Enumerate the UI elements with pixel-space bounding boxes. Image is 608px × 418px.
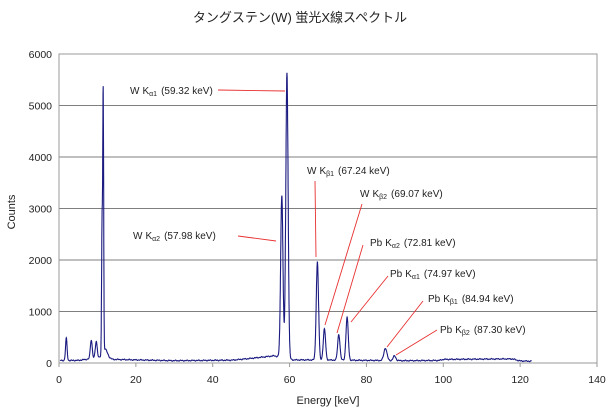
gridlines: [59, 105, 597, 312]
annotation-energy: (72.81 keV): [404, 238, 456, 249]
annotation-line: K: [145, 231, 152, 242]
y-axis-label: Counts: [6, 194, 18, 229]
annotation-sub: β2: [462, 330, 470, 337]
annotation-element: W: [307, 166, 317, 177]
peak-annotation: W Kβ2 (69.07 keV): [324, 189, 443, 326]
annotation-element: Pb: [390, 269, 403, 280]
annotations: W Kα1 (59.32 keV)W Kα2 (57.98 keV)W Kβ1 (67.24…: [130, 86, 526, 356]
annotation-energy: (84.94 keV): [462, 294, 514, 305]
x-tick-label: 0: [56, 374, 62, 386]
y-tick-label: 4000: [29, 152, 53, 164]
annotation-sub: α2: [152, 236, 160, 243]
annotation-sub: α2: [392, 243, 400, 250]
annotation-sub: α1: [412, 274, 420, 281]
annotation-label: Pb Kα1 (74.97 keV): [390, 269, 476, 281]
annotation-label: W Kα1 (59.32 keV): [130, 86, 213, 98]
x-axis-label: Energy [keV]: [297, 395, 360, 407]
x-tick-label: 60: [284, 374, 296, 386]
annotation-line: K: [319, 166, 326, 177]
annotation-energy: (59.32 keV): [161, 86, 213, 97]
annotation-label: Pb Kα2 (72.81 keV): [370, 238, 456, 250]
leader-line: [336, 244, 364, 334]
y-axis: 0 1000 2000 3000 4000 5000 6000: [29, 49, 53, 370]
annotation-element: Pb: [440, 325, 453, 336]
annotation-line: K: [455, 325, 462, 336]
annotation-sub: β1: [326, 171, 334, 178]
x-axis: 0 20 40 60 80 100 120 140: [56, 363, 606, 386]
peak-annotation: Pb Kβ1 (84.94 keV): [386, 294, 514, 348]
y-tick-label: 0: [46, 358, 52, 370]
leader-line: [324, 203, 363, 326]
peak-annotation: W Kα1 (59.32 keV): [130, 86, 286, 98]
annotation-label: Pb Kβ1 (84.94 keV): [428, 294, 514, 306]
plot-area: [58, 53, 598, 364]
annotation-element: Pb: [370, 238, 383, 249]
x-tick-label: 20: [130, 374, 142, 386]
annotation-energy: (87.30 keV): [474, 325, 526, 336]
annotation-element: W: [130, 86, 140, 97]
peak-annotation: Pb Kα2 (72.81 keV): [336, 238, 456, 334]
annotation-energy: (69.07 keV): [391, 189, 443, 200]
annotation-sub: β2: [379, 194, 387, 201]
annotation-line: K: [372, 189, 379, 200]
annotation-label: W Kβ1 (67.24 keV): [307, 166, 390, 178]
peak-annotation: Pb Kβ2 (87.30 keV): [395, 325, 526, 356]
annotation-sub: β1: [450, 299, 458, 306]
leader-line: [237, 235, 277, 242]
y-tick-label: 1000: [29, 307, 53, 319]
x-tick-label: 100: [435, 374, 453, 386]
annotation-sub: α1: [149, 91, 157, 98]
annotation-line: K: [405, 269, 412, 280]
annotation-element: W: [133, 231, 143, 242]
annotation-energy: (67.24 keV): [338, 166, 390, 177]
y-tick-label: 3000: [29, 204, 53, 216]
annotation-label: Pb Kβ2 (87.30 keV): [440, 325, 526, 337]
x-tick-label: 120: [511, 374, 529, 386]
annotation-line: K: [385, 238, 392, 249]
annotation-energy: (57.98 keV): [164, 231, 216, 242]
x-tick-label: 80: [361, 374, 373, 386]
annotation-line: K: [443, 294, 450, 305]
y-tick-label: 5000: [29, 101, 53, 113]
leader-line: [395, 329, 438, 356]
annotation-energy: (74.97 keV): [424, 269, 476, 280]
annotation-line: K: [142, 86, 149, 97]
spectrum-line: [59, 72, 532, 363]
annotation-element: W: [360, 189, 370, 200]
peak-annotation: W Kα2 (57.98 keV): [133, 231, 277, 243]
leader-line: [386, 300, 424, 348]
chart-title: タングステン(W) 蛍光X線スペクトル: [193, 10, 407, 25]
y-tick-label: 6000: [29, 49, 53, 61]
y-tick-label: 2000: [29, 255, 53, 267]
annotation-label: W Kβ2 (69.07 keV): [360, 189, 443, 201]
annotation-label: W Kα2 (57.98 keV): [133, 231, 216, 243]
x-tick-label: 140: [588, 374, 606, 386]
leader-line: [350, 275, 389, 323]
leader-line: [217, 89, 286, 92]
leader-line: [314, 180, 317, 258]
peak-annotation: Pb Kα1 (74.97 keV): [350, 269, 476, 323]
peak-annotation: W Kβ1 (67.24 keV): [307, 166, 390, 258]
x-tick-label: 40: [207, 374, 219, 386]
annotation-element: Pb: [428, 294, 441, 305]
